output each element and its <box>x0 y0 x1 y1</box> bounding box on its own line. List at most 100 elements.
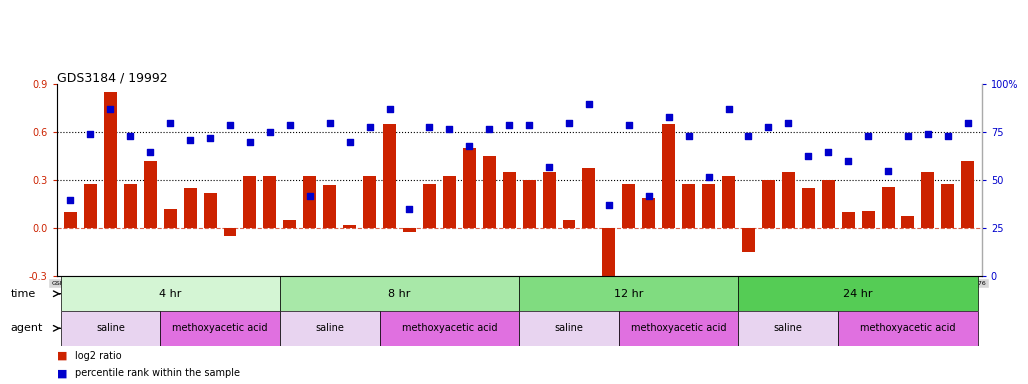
Text: methoxyacetic acid: methoxyacetic acid <box>860 323 956 333</box>
Point <box>959 120 976 126</box>
Point <box>262 129 279 136</box>
Text: 12 hr: 12 hr <box>614 289 644 299</box>
Point <box>162 120 179 126</box>
Point <box>859 133 876 139</box>
Bar <box>543 172 555 228</box>
Point <box>481 126 498 132</box>
Point <box>820 149 837 155</box>
Bar <box>463 149 476 228</box>
Bar <box>363 176 376 228</box>
Point <box>581 101 597 107</box>
Point <box>681 133 697 139</box>
Point <box>282 122 298 128</box>
Bar <box>738 311 838 346</box>
Point <box>800 152 816 159</box>
Point <box>600 202 617 209</box>
Bar <box>343 225 356 228</box>
Bar <box>443 176 455 228</box>
Bar <box>583 168 595 228</box>
Bar <box>921 172 934 228</box>
Point <box>242 139 258 145</box>
Bar <box>519 276 738 311</box>
Point <box>521 122 538 128</box>
Bar <box>280 276 519 311</box>
Bar <box>702 184 715 228</box>
Point <box>740 133 757 139</box>
Bar <box>838 311 978 346</box>
Point <box>63 197 79 203</box>
Text: ■: ■ <box>57 351 71 361</box>
Bar <box>244 176 256 228</box>
Bar <box>123 184 137 228</box>
Bar <box>942 184 954 228</box>
Point <box>760 124 776 130</box>
Point <box>721 106 737 113</box>
Bar <box>263 176 277 228</box>
Bar <box>184 189 196 228</box>
Point <box>621 122 637 128</box>
Point <box>182 137 198 143</box>
Bar <box>622 184 635 228</box>
Point <box>640 193 657 199</box>
Point <box>381 106 398 113</box>
Bar <box>64 212 77 228</box>
Text: methoxyacetic acid: methoxyacetic acid <box>631 323 727 333</box>
Bar <box>642 198 655 228</box>
Bar <box>782 172 795 228</box>
Point <box>341 139 358 145</box>
Bar <box>61 311 160 346</box>
Bar <box>562 220 576 228</box>
Bar <box>821 180 835 228</box>
Bar <box>842 212 854 228</box>
Bar <box>802 189 815 228</box>
Point <box>142 149 158 155</box>
Text: GDS3184 / 19992: GDS3184 / 19992 <box>57 71 168 84</box>
Point <box>401 206 417 212</box>
Text: percentile rank within the sample: percentile rank within the sample <box>75 368 241 378</box>
Text: saline: saline <box>554 323 584 333</box>
Point <box>501 122 517 128</box>
Bar <box>722 176 735 228</box>
Text: time: time <box>10 289 36 299</box>
Text: methoxyacetic acid: methoxyacetic acid <box>402 323 498 333</box>
Bar <box>280 311 379 346</box>
Bar <box>403 228 416 232</box>
Bar <box>323 185 336 228</box>
Text: log2 ratio: log2 ratio <box>75 351 121 361</box>
Point <box>700 174 717 180</box>
Bar <box>379 311 519 346</box>
Point <box>541 164 557 170</box>
Bar <box>742 228 755 253</box>
Point <box>940 133 956 139</box>
Point <box>780 120 797 126</box>
Point <box>462 143 478 149</box>
Point <box>560 120 577 126</box>
Text: ■: ■ <box>57 368 71 378</box>
Bar <box>303 176 317 228</box>
Point <box>421 124 438 130</box>
Bar <box>104 93 117 228</box>
Bar <box>519 311 619 346</box>
Text: saline: saline <box>774 323 803 333</box>
Point <box>102 106 118 113</box>
Point <box>201 135 218 141</box>
Point <box>840 158 856 164</box>
Bar <box>738 276 978 311</box>
Bar <box>84 184 97 228</box>
Bar <box>662 124 675 228</box>
Bar <box>902 216 915 228</box>
Text: methoxyacetic acid: methoxyacetic acid <box>173 323 268 333</box>
Point <box>322 120 338 126</box>
Point <box>301 193 318 199</box>
Point <box>362 124 378 130</box>
Bar <box>961 161 975 228</box>
Bar <box>882 187 894 228</box>
Bar <box>619 311 738 346</box>
Text: 24 hr: 24 hr <box>843 289 873 299</box>
Point <box>222 122 238 128</box>
Point <box>441 126 457 132</box>
Point <box>122 133 139 139</box>
Point <box>900 133 916 139</box>
Bar <box>861 211 875 228</box>
Text: 8 hr: 8 hr <box>389 289 411 299</box>
